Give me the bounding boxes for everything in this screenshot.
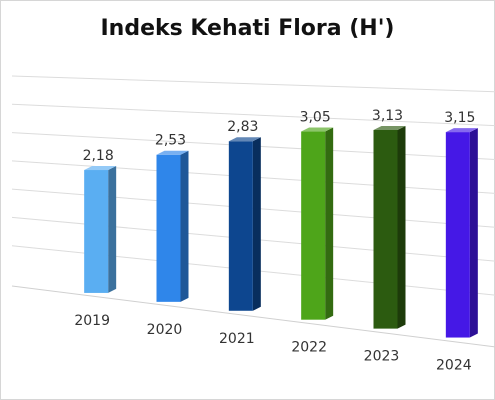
bar-top <box>84 166 117 171</box>
floor-line <box>11 285 495 348</box>
bar-top <box>445 128 478 133</box>
bar-top <box>373 126 406 131</box>
bar-side <box>469 128 478 338</box>
bar-side <box>108 166 117 293</box>
gridline <box>11 75 495 93</box>
x-tick-label: 2019 <box>74 313 110 329</box>
bar-top <box>156 150 189 155</box>
bar <box>84 170 109 293</box>
bar <box>156 154 181 302</box>
data-label: 3,05 <box>300 110 331 126</box>
bar <box>445 132 470 338</box>
data-label: 3,13 <box>372 108 403 124</box>
x-tick-label: 2021 <box>219 331 255 347</box>
chart-title: Indeks Kehati Flora (H') <box>100 16 395 41</box>
bar-side <box>180 150 189 302</box>
bar-top <box>228 137 261 142</box>
bar <box>228 141 253 311</box>
bar <box>373 130 398 329</box>
x-tick-label: 2022 <box>291 340 327 356</box>
data-label: 2,83 <box>227 119 258 135</box>
x-tick-label: 2024 <box>436 358 472 374</box>
bar-side <box>397 126 406 329</box>
labels: 2,18 2019 2,53 2020 2,83 2021 3,05 2022 3,13 2023… <box>74 108 475 374</box>
bar-side <box>325 127 334 320</box>
data-label: 3,15 <box>444 110 475 126</box>
x-tick-label: 2020 <box>147 322 183 338</box>
data-label: 2,18 <box>83 148 114 164</box>
bar <box>301 131 326 320</box>
bars <box>84 126 478 338</box>
data-label: 2,53 <box>155 133 186 149</box>
bar-side <box>252 137 261 311</box>
x-tick-label: 2023 <box>364 349 400 365</box>
gridline <box>11 103 495 127</box>
bar-top <box>301 127 334 132</box>
